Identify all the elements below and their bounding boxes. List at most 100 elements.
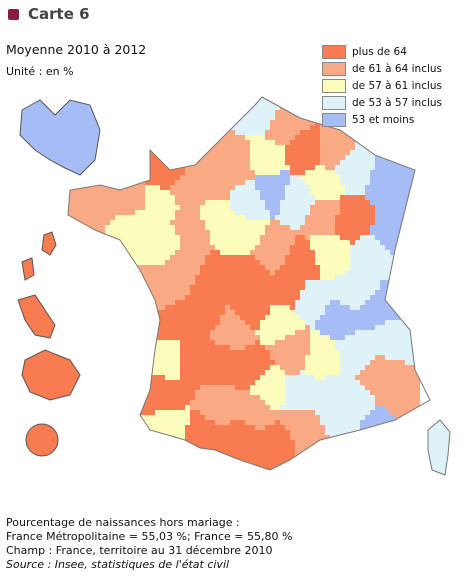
map-cell — [80, 330, 85, 335]
map-cell — [85, 170, 90, 175]
map-cell — [185, 110, 190, 115]
map-cell — [195, 285, 200, 290]
map-cell — [325, 150, 330, 155]
map-cell — [75, 310, 80, 315]
map-cell — [205, 345, 210, 350]
map-cell — [130, 405, 135, 410]
map-cell — [80, 430, 85, 435]
map-cell — [250, 265, 255, 270]
map-cell — [185, 375, 190, 380]
map-cell — [230, 265, 235, 270]
map-cell — [280, 440, 285, 445]
map-cell — [370, 350, 375, 355]
map-cell — [260, 380, 265, 385]
map-cell — [185, 210, 190, 215]
map-cell — [110, 265, 115, 270]
map-cell — [310, 450, 315, 455]
map-cell — [230, 310, 235, 315]
map-cell — [380, 325, 385, 330]
map-cell — [325, 440, 330, 445]
map-cell — [350, 245, 355, 250]
map-cell — [155, 220, 160, 225]
map-cell — [265, 240, 270, 245]
map-cell — [190, 465, 195, 470]
map-cell — [375, 165, 380, 170]
map-cell — [320, 440, 325, 445]
map-cell — [355, 155, 360, 160]
map-cell — [310, 295, 315, 300]
map-cell — [250, 405, 255, 410]
map-cell — [270, 195, 275, 200]
map-cell — [125, 410, 130, 415]
map-cell — [325, 270, 330, 275]
map-cell — [240, 420, 245, 425]
map-cell — [160, 150, 165, 155]
map-cell — [60, 215, 65, 220]
map-cell — [185, 420, 190, 425]
map-cell — [150, 445, 155, 450]
map-cell — [125, 90, 130, 95]
map-cell — [375, 140, 380, 145]
map-cell — [68, 260, 70, 265]
map-cell — [110, 425, 115, 430]
map-cell — [345, 400, 350, 405]
map-cell — [110, 240, 115, 245]
map-cell — [225, 180, 230, 185]
map-cell — [245, 350, 250, 355]
map-cell — [225, 210, 230, 215]
map-cell — [130, 320, 135, 325]
map-cell — [120, 420, 125, 425]
map-cell — [75, 275, 80, 280]
map-cell — [285, 180, 290, 185]
map-cell — [175, 175, 180, 180]
map-cell — [315, 390, 320, 395]
map-cell — [190, 230, 195, 235]
map-cell — [300, 395, 305, 400]
map-cell — [68, 240, 70, 245]
map-cell — [190, 290, 195, 295]
map-cell — [310, 435, 315, 440]
map-cell — [200, 400, 205, 405]
map-cell — [185, 425, 190, 430]
map-cell — [110, 285, 115, 290]
map-cell — [205, 120, 210, 125]
map-cell — [120, 195, 125, 200]
map-cell — [140, 150, 145, 155]
map-cell — [75, 335, 80, 340]
map-cell — [80, 335, 85, 340]
map-cell — [115, 105, 120, 110]
map-cell — [320, 290, 325, 295]
map-cell — [120, 125, 125, 130]
map-cell — [260, 425, 265, 430]
map-cell — [135, 195, 140, 200]
map-cell — [325, 425, 330, 430]
map-cell — [95, 300, 100, 305]
map-cell — [165, 340, 170, 345]
map-cell — [235, 385, 240, 390]
map-cell — [290, 285, 295, 290]
map-cell — [370, 260, 375, 265]
map-cell — [130, 100, 135, 105]
map-cell — [90, 275, 95, 280]
map-cell — [90, 365, 95, 370]
map-cell — [190, 265, 195, 270]
map-cell — [355, 230, 360, 235]
map-cell — [230, 110, 235, 115]
map-cell — [110, 295, 115, 300]
map-cell — [250, 135, 255, 140]
map-cell — [365, 180, 370, 185]
map-cell — [180, 110, 185, 115]
map-cell — [320, 310, 325, 315]
map-cell — [250, 380, 255, 385]
map-cell — [375, 375, 380, 380]
map-cell — [325, 260, 330, 265]
map-cell — [330, 150, 335, 155]
map-cell — [105, 210, 110, 215]
map-cell — [130, 110, 135, 115]
map-cell — [105, 170, 110, 175]
map-cell — [310, 325, 315, 330]
map-cell — [80, 215, 85, 220]
map-cell — [255, 190, 260, 195]
map-cell — [285, 345, 290, 350]
map-cell — [170, 400, 175, 405]
